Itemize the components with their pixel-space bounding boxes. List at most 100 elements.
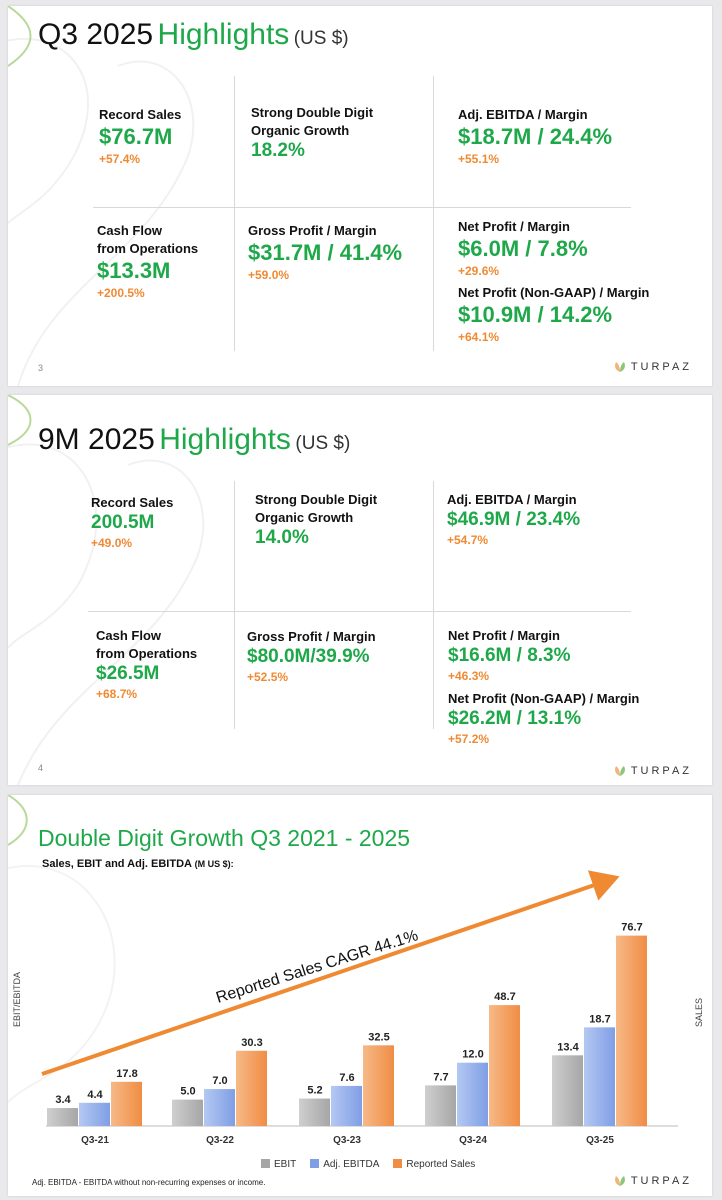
- kpi-label: Gross Profit / Margin: [248, 223, 377, 238]
- slide-title: 9M 2025 Highlights (US $): [38, 423, 350, 457]
- kpi-value: $26.2M / 13.1%: [448, 708, 582, 729]
- kpi-label: Cash Flow from Operations: [96, 628, 198, 661]
- grid-divider: [88, 611, 631, 612]
- kpi-net-profit: Net Profit / Margin $16.6M / 8.3% +46.3%: [448, 627, 571, 683]
- leaf-logo-icon: [614, 362, 625, 372]
- legend-item-reported-sales: Reported Sales: [393, 1159, 475, 1170]
- adj-ebitda-value-label: 12.0: [462, 1049, 483, 1061]
- kpi-adj-ebitda: Adj. EBITDA / Margin $46.9M / 23.4% +54.…: [447, 491, 580, 547]
- kpi-label: Strong Double Digit Organic Growth: [255, 492, 378, 525]
- x-tick-label: Q3-23: [333, 1135, 361, 1146]
- ebit-bar: [299, 1098, 330, 1126]
- ebit-value-label: 7.7: [433, 1071, 448, 1083]
- cagr-arrow: [41, 870, 620, 1076]
- ebit-value-label: 5.0: [180, 1086, 195, 1098]
- kpi-record-sales: Record Sales 200.5M +49.0%: [91, 494, 173, 550]
- kpi-change: +200.5%: [97, 286, 145, 300]
- legend-label: Adj. EBITDA: [323, 1159, 380, 1170]
- brand-name: TURPAZ: [630, 1175, 692, 1187]
- kpi-label: Net Profit / Margin: [458, 219, 570, 234]
- footnote: Adj. EBITDA - EBITDA without non-recurri…: [32, 1178, 266, 1187]
- kpi-change: +29.6%: [458, 264, 500, 278]
- slide-number: 3: [38, 363, 44, 373]
- kpi-label: Adj. EBITDA / Margin: [458, 107, 588, 122]
- x-tick-label: Q3-24: [459, 1135, 487, 1146]
- kpi-value: 14.0%: [255, 527, 309, 548]
- kpi-cash-flow: Cash Flow from Operations $26.5M +68.7%: [96, 627, 197, 701]
- sales-value-label: 76.7: [621, 922, 642, 934]
- slide-title: Q3 2025 Highlights (US $): [38, 18, 349, 52]
- kpi-change: +57.2%: [448, 732, 490, 746]
- adj-ebitda-bar: [204, 1089, 235, 1126]
- chart-subtitle: Sales, EBIT and Adj. EBITDA (M US $):: [42, 858, 234, 870]
- legend-swatch: [310, 1159, 320, 1168]
- ebit-bar: [172, 1099, 203, 1126]
- kpi-value: $46.9M / 23.4%: [447, 509, 581, 530]
- kpi-label: Record Sales: [91, 495, 174, 510]
- kpi-value: $10.9M / 14.2%: [458, 302, 613, 327]
- adj-ebitda-value-label: 18.7: [589, 1013, 610, 1025]
- kpi-organic-growth: Strong Double Digit Organic Growth 18.2%: [251, 104, 373, 162]
- kpi-value: 18.2%: [251, 140, 305, 161]
- sales-bar: [616, 935, 647, 1126]
- adj-ebitda-value-label: 7.0: [212, 1075, 227, 1087]
- title-unit: (US $): [293, 28, 349, 49]
- chart-subtitle-text: Sales, EBIT and Adj. EBITDA: [42, 858, 192, 870]
- leaf-logo-icon: [614, 1176, 625, 1186]
- kpi-gross-profit: Gross Profit / Margin $31.7M / 41.4% +59…: [248, 222, 402, 282]
- kpi-change: +55.1%: [458, 152, 500, 166]
- leaf-logo-icon: [614, 766, 625, 776]
- kpi-change: +59.0%: [248, 268, 290, 282]
- kpi-value: 200.5M: [91, 512, 155, 533]
- x-tick-label: Q3-25: [586, 1135, 614, 1146]
- adj-ebitda-bar: [584, 1027, 615, 1126]
- x-tick-label: Q3-21: [81, 1135, 109, 1146]
- kpi-change: +54.7%: [447, 533, 489, 547]
- grid-divider: [93, 207, 631, 208]
- legend-swatch: [261, 1159, 270, 1168]
- ebit-bar: [552, 1055, 583, 1126]
- ebit-bar: [47, 1108, 78, 1126]
- kpi-change: +46.3%: [448, 669, 490, 683]
- chart-legend: EBIT Adj. EBITDA Reported Sales: [261, 1159, 475, 1170]
- kpi-record-sales: Record Sales $76.7M +57.4%: [99, 106, 181, 166]
- kpi-label: Net Profit (Non-GAAP) / Margin: [458, 285, 650, 300]
- sales-bar: [363, 1045, 394, 1126]
- kpi-label: Strong Double Digit Organic Growth: [251, 105, 374, 138]
- kpi-change: +68.7%: [96, 687, 138, 701]
- legend-swatch: [393, 1159, 403, 1168]
- slide-q3-highlights: Q3 2025 Highlights (US $) Record Sales $…: [8, 6, 712, 386]
- grid-divider: [433, 481, 434, 729]
- ebit-value-label: 3.4: [55, 1094, 71, 1106]
- grid-divider: [433, 76, 434, 351]
- adj-ebitda-bar: [79, 1102, 110, 1126]
- kpi-value: $16.6M / 8.3%: [448, 645, 571, 666]
- sales-bar: [236, 1050, 267, 1126]
- brand-logo: TURPAZ: [613, 1175, 692, 1187]
- kpi-label: Record Sales: [99, 107, 182, 122]
- kpi-net-profit: Net Profit / Margin $6.0M / 7.8% +29.6%: [458, 218, 588, 278]
- brand-logo: TURPAZ: [613, 765, 692, 777]
- grid-divider: [234, 76, 235, 351]
- kpi-value: $26.5M: [96, 663, 160, 684]
- ebit-bar: [425, 1085, 456, 1126]
- chart-subtitle-unit: (M US $):: [194, 859, 234, 869]
- adj-ebitda-value-label: 7.6: [339, 1072, 354, 1084]
- sales-value-label: 48.7: [494, 991, 515, 1003]
- title-period: 9M 2025: [38, 423, 155, 456]
- sales-bar: [489, 1005, 520, 1126]
- kpi-change: +52.5%: [247, 670, 289, 684]
- chart-canvas: Reported Sales CAGR 44.1% 3.4 4.4 17.8 Q3-21…: [41, 870, 678, 1146]
- title-period: Q3 2025: [38, 18, 154, 51]
- legend-item-adj-ebitda: Adj. EBITDA: [310, 1159, 379, 1170]
- grid-divider: [234, 481, 235, 729]
- adj-ebitda-value-label: 4.4: [87, 1089, 103, 1101]
- kpi-label: Cash Flow from Operations: [97, 223, 199, 256]
- kpi-cash-flow: Cash Flow from Operations $13.3M +200.5%: [97, 222, 198, 300]
- sales-value-label: 30.3: [241, 1037, 262, 1049]
- kpi-value: $76.7M: [99, 124, 173, 149]
- adj-ebitda-bar: [331, 1085, 362, 1126]
- kpi-net-profit-nongaap: Net Profit (Non-GAAP) / Margin $26.2M / …: [448, 690, 639, 746]
- kpi-change: +49.0%: [91, 536, 133, 550]
- ebit-value-label: 13.4: [557, 1041, 579, 1053]
